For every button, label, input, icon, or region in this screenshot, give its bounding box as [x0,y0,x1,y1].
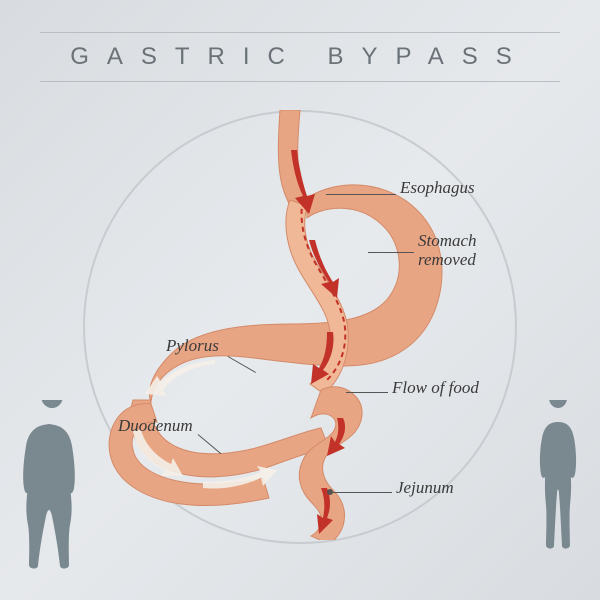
silhouette-before-icon [12,400,92,570]
leader-line [346,392,388,393]
leader-line [330,492,392,493]
label-jejunum: Jejunum [396,478,454,498]
label-stomach-removed: Stomach removed [418,232,477,269]
label-flow-of-food: Flow of food [392,378,479,398]
leader-line [326,194,396,195]
label-esophagus: Esophagus [400,178,475,198]
label-text: Stomach removed [418,231,477,269]
page-title: GASTRIC BYPASS [40,32,560,82]
label-duodenum: Duodenum [118,416,193,436]
label-pylorus: Pylorus [166,336,219,356]
leader-dot [327,489,333,495]
stomach-diagram [85,110,515,540]
leader-line [368,252,414,253]
silhouette-after-icon [528,400,588,570]
